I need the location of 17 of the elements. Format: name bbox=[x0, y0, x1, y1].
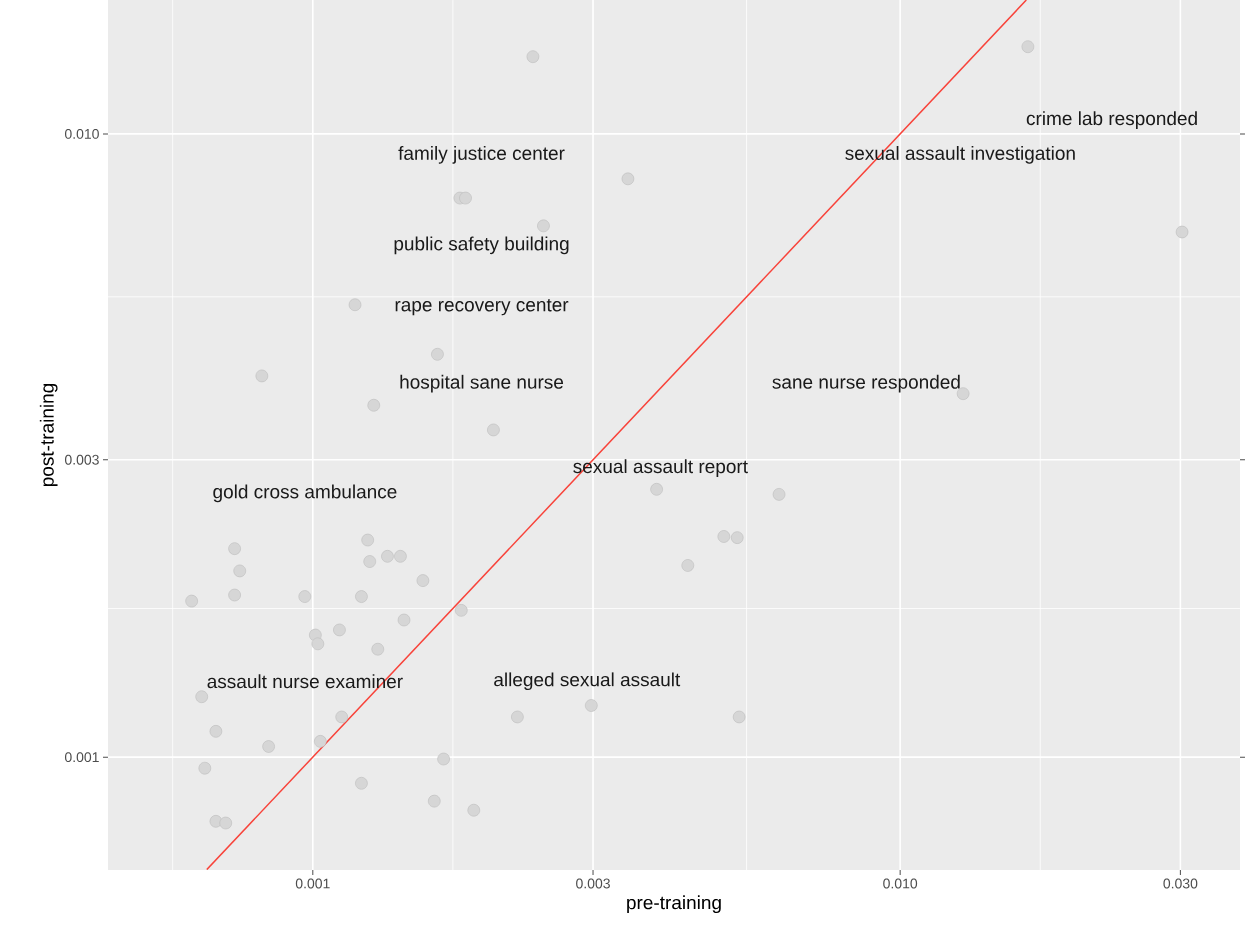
annotation: crime lab responded bbox=[1026, 111, 1197, 129]
annotation: family justice center bbox=[398, 146, 565, 164]
x-tick-label: 0.001 bbox=[295, 878, 330, 889]
y-tick-label: 0.010 bbox=[64, 128, 99, 139]
annotation: hospital sane nurse bbox=[400, 374, 564, 393]
x-tick-label: 0.010 bbox=[883, 878, 918, 889]
annotation: sane nurse responded bbox=[772, 374, 960, 393]
y-tick-label: 0.003 bbox=[64, 454, 99, 465]
y-tick-label: 0.001 bbox=[64, 752, 99, 763]
annotation: alleged sexual assault bbox=[494, 672, 681, 691]
x-tick-label: 0.003 bbox=[576, 878, 610, 889]
y-axis-title: post-training bbox=[39, 384, 58, 487]
annotation: gold cross ambulance bbox=[213, 484, 397, 503]
annotation: public safety building bbox=[394, 236, 569, 255]
x-tick-label: 0.030 bbox=[1163, 878, 1198, 889]
x-axis-title: pre-training bbox=[627, 895, 721, 914]
annotation: rape recovery center bbox=[395, 299, 569, 316]
